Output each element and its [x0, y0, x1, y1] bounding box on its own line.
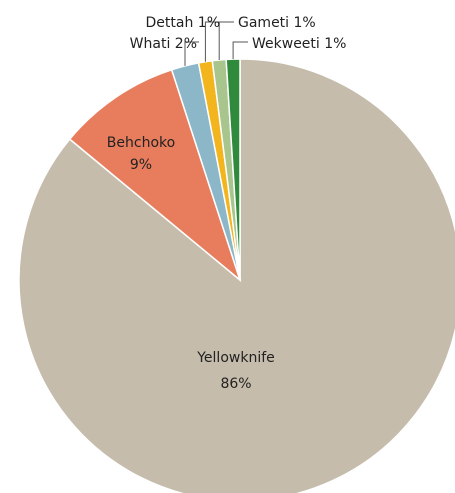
- slice-wekweeti: [225, 58, 241, 281]
- slice-yellowknife: [18, 58, 455, 493]
- label-whati: Whati 2%: [130, 36, 197, 52]
- pie-slices: [18, 58, 455, 493]
- slice-labels: Yellowknife 86% Behchoko 9% Whati 2% Dettah 1…: [107, 15, 347, 392]
- label-behchoko-name: Behchoko: [107, 135, 175, 151]
- leader-dettah: [204, 21, 222, 62]
- leader-wekweeti: [232, 41, 248, 60]
- label-gameti: Gameti 1%: [238, 15, 316, 31]
- label-dettah: Dettah 1%: [146, 15, 220, 31]
- label-yellowknife-name: Yellowknife: [196, 350, 275, 366]
- label-yellowknife-value: 86%: [220, 376, 251, 392]
- label-wekweeti: Wekweeti 1%: [252, 36, 346, 52]
- slice-behchoko: [68, 68, 242, 283]
- leader-lines: [184, 21, 248, 66]
- leader-gameti: [218, 21, 234, 60]
- leader-whati: [184, 41, 199, 66]
- label-behchoko-value: 9%: [130, 157, 152, 173]
